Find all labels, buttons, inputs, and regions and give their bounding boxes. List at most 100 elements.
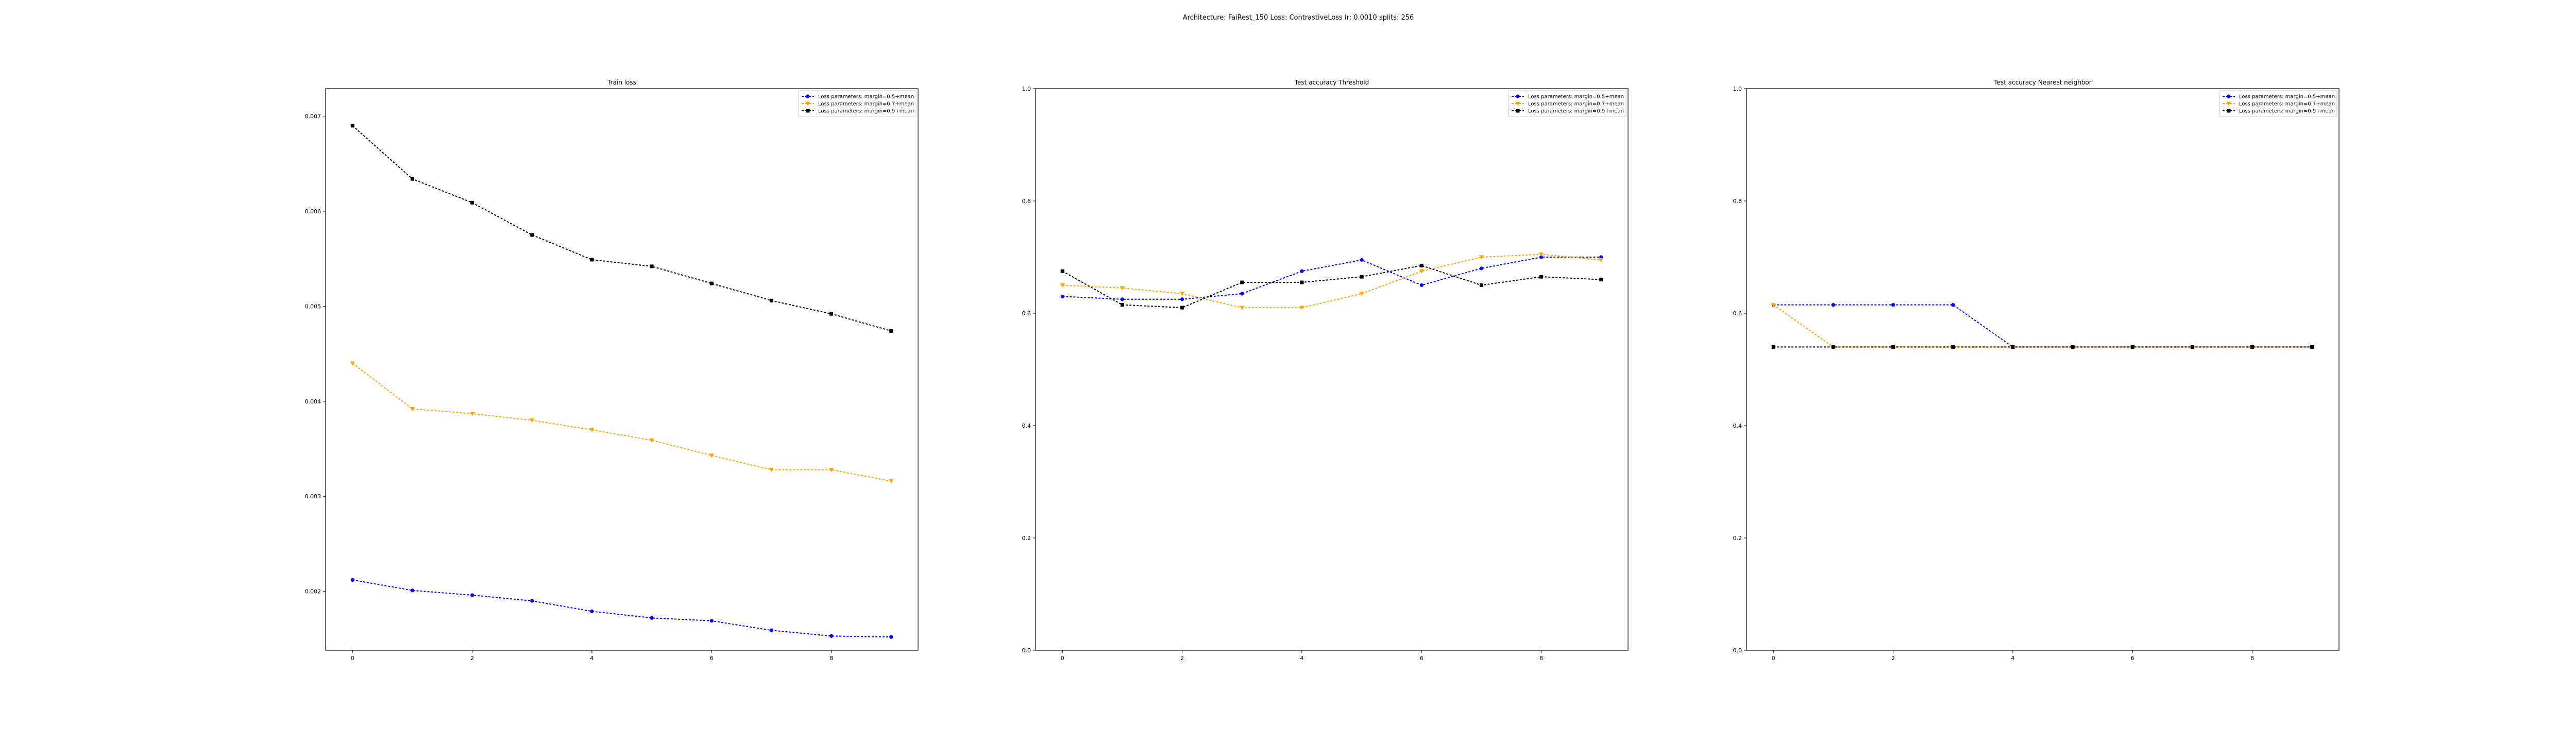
x-tick-label: 0 (351, 655, 354, 662)
x-tick-label: 2 (1891, 655, 1895, 662)
y-tick-label: 0.2 (1022, 535, 1031, 542)
y-tick-label: 0.8 (1022, 198, 1031, 205)
legend-label-1: Loss parameters: margin=0.5+mean (2239, 94, 2335, 100)
legend-marker-2 (805, 102, 810, 106)
data-point (530, 233, 534, 237)
data-point (1060, 294, 1064, 298)
data-point (1771, 345, 1775, 349)
legend-box (798, 90, 917, 117)
subplot-train-loss: Train loss 0 2 4 6 8 0.002 0.003 0.004 0.005 0.006… (305, 79, 919, 662)
y-tick-label: 0.007 (305, 113, 321, 120)
data-point (1771, 303, 1776, 308)
data-point (829, 634, 834, 638)
data-point (1599, 258, 1604, 262)
data-point (1951, 303, 1955, 307)
data-point (1360, 275, 1364, 279)
data-point (1539, 255, 1544, 259)
legend: Loss parameters: margin=0.5+mean Loss par… (2219, 90, 2337, 117)
x-tick-label: 0 (1061, 655, 1064, 662)
data-point (530, 418, 535, 423)
data-point (470, 412, 475, 416)
x-tick-label: 8 (2250, 655, 2254, 662)
data-point (350, 578, 354, 582)
data-point (1120, 303, 1124, 307)
y-tick-label: 0.6 (1733, 310, 1742, 317)
data-point (350, 361, 355, 366)
data-point (1360, 258, 1364, 262)
data-point (1599, 278, 1603, 282)
y-tick-label: 0.004 (305, 398, 321, 405)
y-tick-label: 0.2 (1733, 535, 1742, 542)
data-point (1120, 297, 1125, 301)
data-point (410, 407, 415, 412)
data-point (1299, 306, 1304, 310)
data-point (350, 124, 354, 128)
data-point (410, 588, 415, 593)
y-tick-label: 1.0 (1022, 86, 1031, 92)
legend-label-3: Loss parameters: margin=0.9+mean (2239, 109, 2335, 114)
data-point (2071, 345, 2075, 349)
x-tick-label: 4 (2011, 655, 2014, 662)
data-point (1419, 263, 1423, 267)
axes-frame (1746, 88, 2340, 651)
data-point (1120, 286, 1125, 291)
y-tick-label: 0.4 (1733, 423, 1742, 429)
data-point (410, 177, 414, 181)
data-point (829, 467, 834, 473)
data-point (1951, 345, 1955, 349)
data-point (2250, 345, 2255, 349)
legend-marker-2 (1515, 102, 1520, 106)
data-point (1539, 252, 1544, 257)
data-point (1479, 283, 1483, 287)
y-tick-label: 0.4 (1022, 423, 1031, 429)
data-point (829, 312, 834, 316)
x-tick-label: 4 (1300, 655, 1303, 662)
data-point (709, 453, 714, 458)
data-point (889, 635, 893, 639)
data-point (889, 329, 893, 333)
data-point (2130, 345, 2134, 349)
data-point (1359, 292, 1364, 296)
data-point (2310, 345, 2314, 349)
data-point (709, 619, 714, 623)
legend-marker-2 (2226, 102, 2231, 106)
x-tick-label: 6 (1420, 655, 1423, 662)
data-point (1240, 280, 1244, 284)
data-point (1180, 306, 1184, 310)
data-point (889, 479, 894, 484)
data-point (1300, 269, 1304, 273)
series-line-2 (352, 363, 891, 482)
subplot-test-accuracy-threshold: Test accuracy Threshold 0 2 4 6 8 0.0 0.2 0.4 0.6… (1022, 79, 1629, 662)
data-point (530, 599, 534, 603)
data-point (1419, 269, 1424, 274)
data-point (470, 200, 474, 205)
series-line-1 (352, 579, 891, 638)
legend-box (1508, 90, 1626, 117)
data-point (769, 467, 774, 473)
y-tick-label: 0.0 (1022, 647, 1031, 654)
legend-marker-1 (806, 94, 810, 98)
data-point (1479, 255, 1484, 260)
subplot-test-accuracy-nearest-neighbor: Test accuracy Nearest neighbor 0 2 4 6 8 0.0 0.… (1733, 79, 2340, 662)
data-point (1539, 275, 1544, 279)
data-point (1180, 297, 1184, 301)
data-point (650, 616, 654, 620)
data-point (589, 428, 595, 432)
x-tick-label: 0 (1772, 655, 1775, 662)
legend-label-3: Loss parameters: margin=0.9+mean (818, 109, 914, 114)
data-point (2011, 345, 2015, 349)
data-point (650, 264, 654, 268)
data-point (1180, 292, 1185, 296)
x-tick-label: 4 (590, 655, 594, 662)
x-tick-label: 6 (710, 655, 714, 662)
subplot-title: Test accuracy Nearest neighbor (1993, 79, 2091, 86)
legend: Loss parameters: margin=0.5+mean Loss par… (798, 90, 917, 117)
data-point (1060, 283, 1065, 288)
y-tick-label: 0.8 (1733, 198, 1742, 205)
data-point (709, 281, 714, 285)
data-point (590, 609, 594, 613)
data-point (1831, 303, 1836, 307)
data-point (769, 298, 773, 302)
